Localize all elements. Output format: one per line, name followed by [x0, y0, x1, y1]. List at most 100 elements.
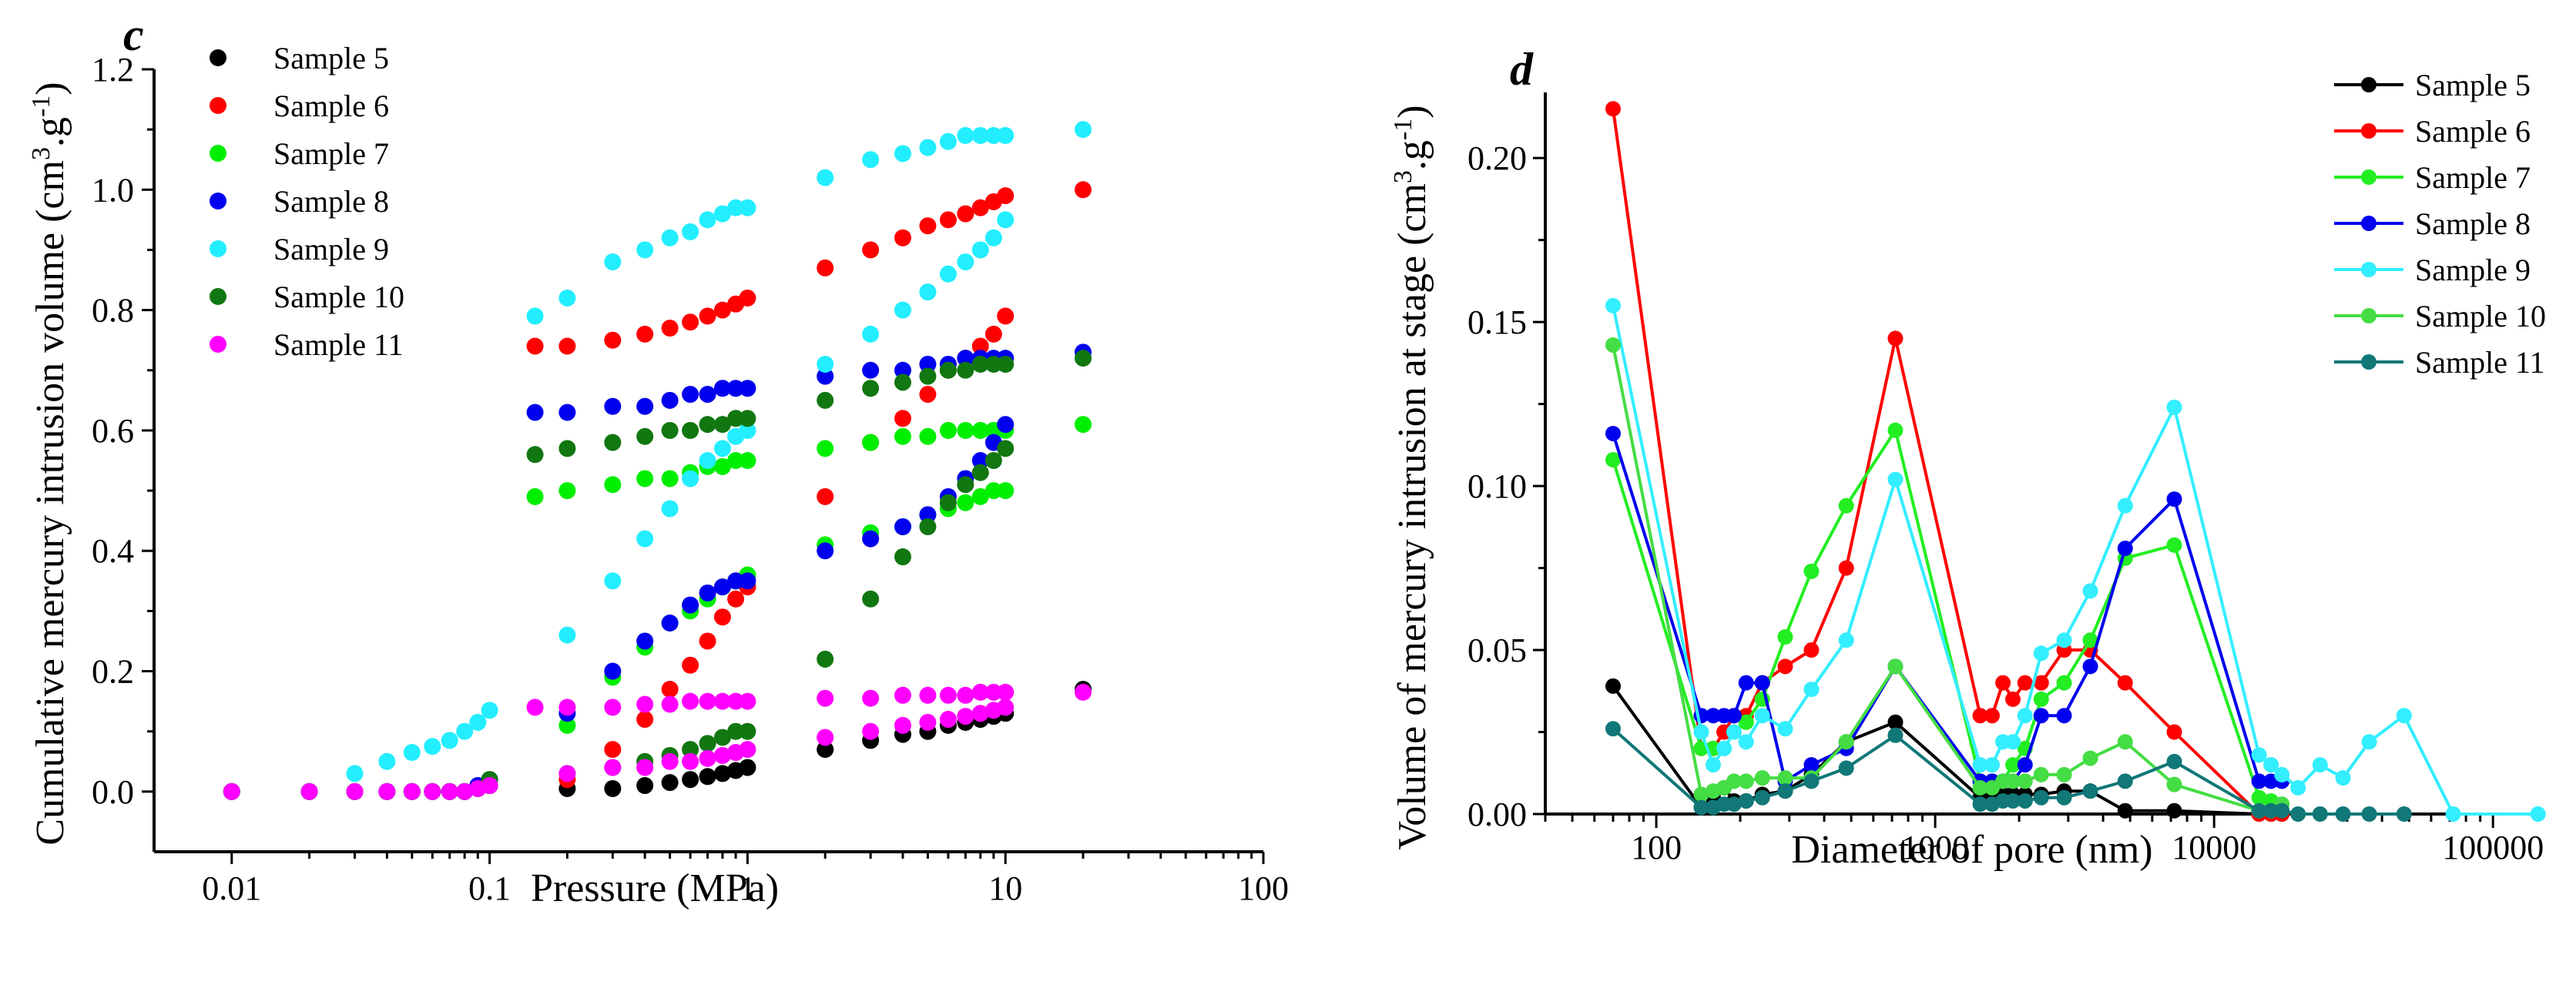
panel-d-data-point [2396, 806, 2412, 822]
panel-d-data-point [1754, 789, 1770, 806]
panel-d-data-point [2017, 792, 2033, 809]
panel-c-data-point [713, 578, 731, 596]
panel-c-data-point [636, 397, 654, 415]
panel-c-series-sample-8 [223, 343, 1092, 800]
panel-d-data-point [2117, 773, 2133, 789]
panel-d-data-point [2033, 789, 2049, 806]
panel-c-data-point [604, 476, 622, 494]
panel-d-legend-label: Sample 11 [2415, 345, 2545, 380]
panel-c-data-point [699, 211, 716, 229]
panel-d-legend-marker [2361, 77, 2376, 92]
panel-d-data-point [2166, 802, 2182, 819]
panel-c-data-point [894, 518, 911, 535]
panel-c-data-point [636, 241, 654, 259]
panel-d-data-point [2312, 757, 2328, 773]
panel-c-data-point [661, 615, 679, 632]
panel-d-data-point [1887, 714, 1903, 730]
panel-c-data-point [636, 325, 654, 343]
panel-c-data-point [604, 741, 622, 759]
panel-c-x-axis-title: Pressure (MPa) [531, 866, 779, 910]
panel-c-data-point [699, 735, 716, 752]
panel-c-data-point [939, 211, 957, 229]
panel-c-data-point [971, 421, 989, 439]
panel-c-data-point [894, 301, 911, 319]
panel-c-data-point [984, 683, 1002, 701]
panel-c-y-tick-label: 0.2 [92, 653, 134, 691]
panel-c-data-point [957, 686, 974, 704]
panel-c-data-point [957, 253, 974, 271]
panel-d-data-point [2251, 789, 2267, 806]
panel-d-data-point [2082, 783, 2098, 799]
panel-c-data-point [957, 361, 974, 379]
panel-c-data-point [558, 482, 576, 500]
panel-d-data-point [2117, 734, 2133, 750]
panel-c-data-point [984, 482, 1002, 500]
panel-d-data-point [1754, 708, 1770, 724]
panel-c-data-point [997, 187, 1015, 205]
panel-c-data-point [862, 380, 880, 397]
panel-c-data-point [894, 686, 911, 704]
panel-c-data-point [699, 749, 716, 767]
panel-d-data-point [1972, 708, 1988, 724]
panel-c-data-point [817, 689, 834, 707]
panel-d-data-point [1693, 724, 1709, 740]
panel-d-data-point [1803, 563, 1820, 579]
panel-d-data-point [1605, 101, 1621, 117]
panel-c-data-point [957, 350, 974, 367]
panel-c-legend-label: Sample 8 [273, 184, 389, 219]
panel-c-data-point [957, 494, 974, 511]
panel-c-data-point [661, 500, 679, 518]
panel-c-data-point [713, 457, 731, 475]
panel-c-data-point [682, 421, 699, 439]
panel-c-data-point [739, 421, 756, 439]
panel-c-data-point [739, 759, 756, 776]
panel-d-legend-marker [2361, 216, 2376, 231]
panel-c-data-point [636, 632, 654, 650]
panel-c-data-point [558, 289, 576, 307]
panel-c-data-point [739, 380, 756, 397]
panel-c-data-point [713, 692, 731, 710]
panel-d-data-point [1803, 682, 1820, 698]
panel-c-data-point [661, 320, 679, 337]
panel-d-data-point [1738, 675, 1754, 691]
panel-c-data-point [481, 702, 498, 719]
panel-c-data-point [558, 765, 576, 782]
panel-c-data-point [713, 416, 731, 434]
panel-c-data-point [441, 782, 458, 800]
panel-c-data-point [997, 440, 1015, 457]
panel-c-data-point [441, 732, 458, 749]
panel-c-data-point [919, 386, 937, 404]
panel-c-data-point [713, 301, 731, 319]
panel-c-data-point [919, 283, 937, 301]
panel-d-data-point [1984, 757, 2001, 773]
panel-d-data-point [2530, 806, 2546, 822]
panel-d-data-point [2056, 789, 2072, 806]
panel-c-data-point [526, 404, 544, 421]
panel-d-data-point [1605, 452, 1621, 468]
panel-d-data-point [2033, 645, 2049, 662]
panel-c-legend-label: Sample 7 [273, 136, 389, 171]
panel-d-data-point [2274, 802, 2290, 819]
panel-d-y-tick-label: 0.20 [1467, 139, 1527, 177]
panel-c-data-point [971, 337, 989, 355]
panel-d-data-point [2166, 776, 2182, 792]
panel-c-data-point [971, 487, 989, 505]
panel-d-data-point [2166, 491, 2182, 508]
panel-c-data-point [682, 752, 699, 770]
panel-c-data-point [661, 470, 679, 487]
panel-c-legend-label: Sample 5 [273, 41, 389, 75]
panel-c-chart: c 0.01 0.1 1 10 100 0.0 0.2 0.4 0.6 0.8 1.0 1.2 Sa… [27, 9, 1290, 910]
panel-c-data-point [971, 241, 989, 259]
panel-c-data-point [862, 722, 880, 740]
panel-c-data-point [469, 713, 487, 731]
panel-d-data-point [2056, 632, 2072, 648]
panel-c-data-point [971, 464, 989, 481]
panel-c-legend-label: Sample 10 [273, 280, 404, 314]
panel-d-data-point [2361, 806, 2377, 822]
panel-c-data-point [971, 126, 989, 144]
panel-d-data-point [2033, 691, 2049, 707]
panel-c-data-point [604, 434, 622, 451]
panel-d-data-point [2056, 766, 2072, 782]
panel-c-y-tick-label: 0.6 [92, 412, 134, 450]
panel-d-data-point [2166, 399, 2182, 415]
